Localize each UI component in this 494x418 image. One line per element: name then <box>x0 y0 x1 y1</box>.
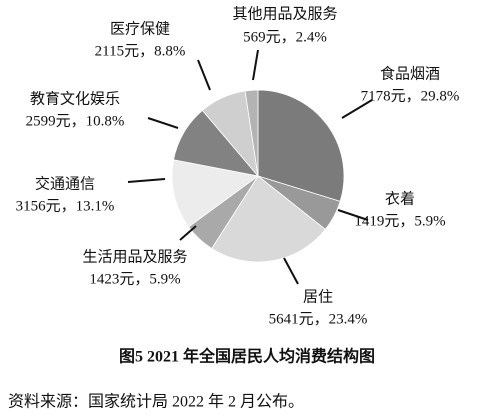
slice-label: 医疗保健 <box>110 20 170 37</box>
leader-line <box>337 209 369 221</box>
value-label: 569元，2.4% <box>243 29 327 45</box>
leader-line <box>147 117 179 129</box>
value-label: 1423元，5.9% <box>89 271 180 287</box>
pie-slice <box>211 175 326 263</box>
leader-line <box>341 99 373 119</box>
pie-slice <box>244 89 259 177</box>
pie-slice <box>257 89 345 202</box>
value-label: 5641元，23.4% <box>269 311 368 327</box>
slice-label: 生活用品及服务 <box>82 248 187 265</box>
value-label: 7178元，29.8% <box>361 88 460 104</box>
slice-label: 居住 <box>303 288 333 305</box>
value-label: 2115元，8.8% <box>95 43 186 59</box>
leader-line <box>127 178 166 183</box>
value-label: 2599元，10.8% <box>26 113 125 129</box>
value-label: 3156元，13.1% <box>16 198 115 214</box>
slice-label: 衣着 <box>385 190 415 207</box>
leader-line <box>252 49 259 81</box>
slice-label: 其他用品及服务 <box>232 5 337 22</box>
leader-line <box>197 59 211 91</box>
pie-slice <box>171 159 259 228</box>
slice-label: 食品烟酒 <box>380 65 440 82</box>
source-note: 资料来源：国家统计局 2022 年 2 月公布。 <box>8 393 304 411</box>
slice-label: 教育文化娱乐 <box>30 90 120 107</box>
value-label: 1419元，5.9% <box>354 213 445 229</box>
leader-line <box>179 225 197 241</box>
chart-title: 图5 2021 年全国居民人均消费结构图 <box>119 347 375 366</box>
leader-line <box>283 257 299 285</box>
slice-label: 交通通信 <box>35 174 95 192</box>
